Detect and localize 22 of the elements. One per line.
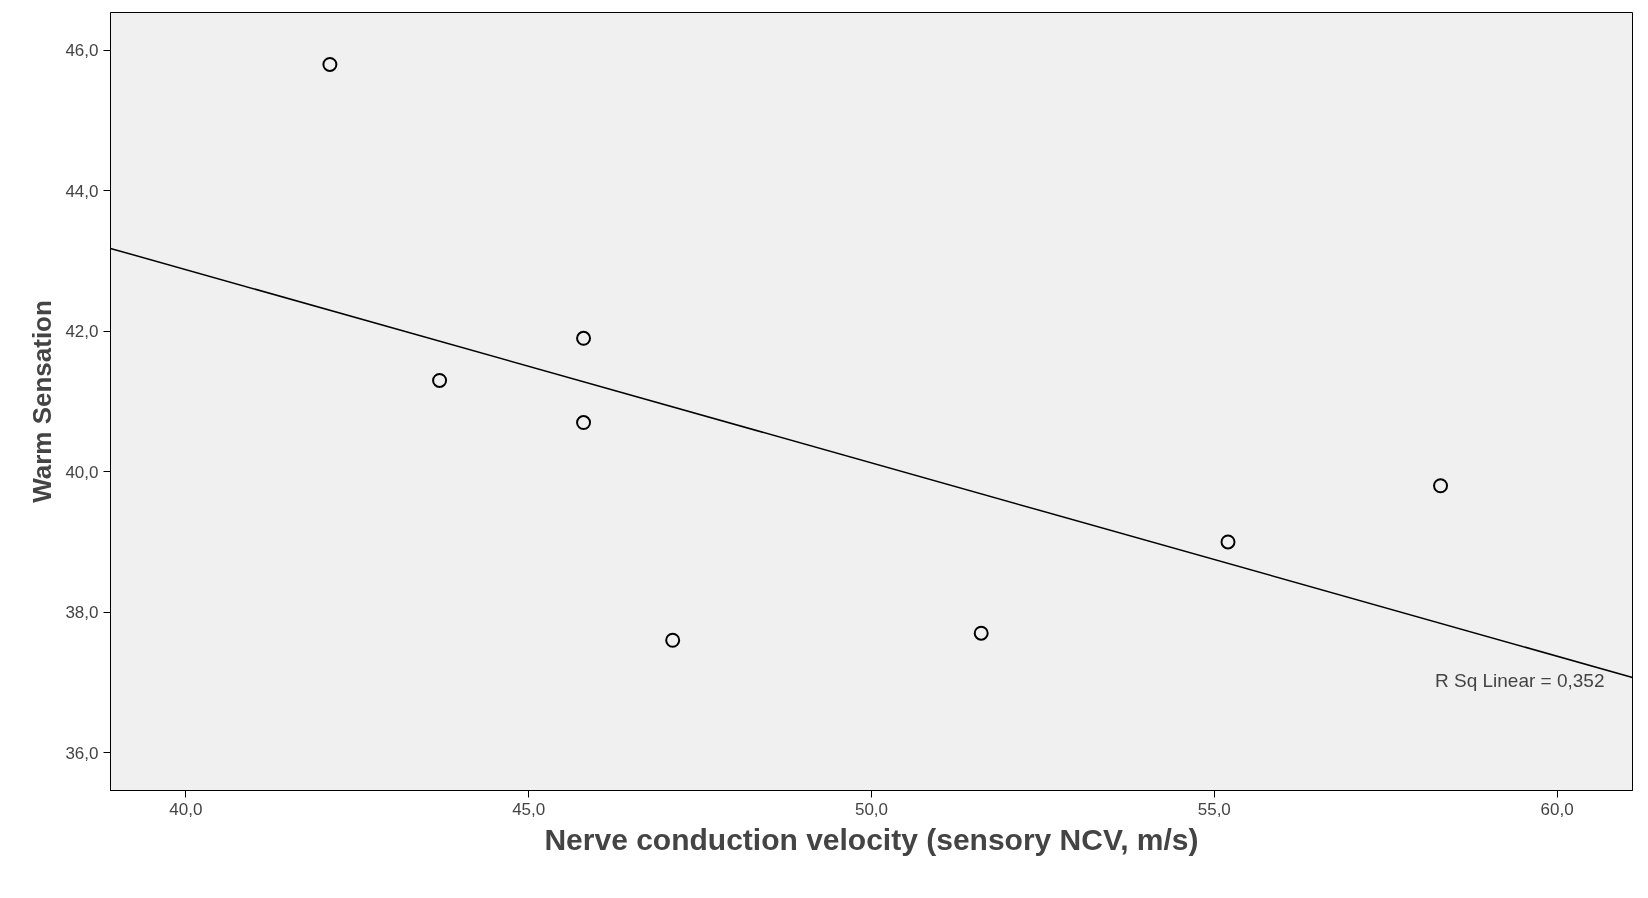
x-tick-label: 45,0 [512,799,546,819]
point [322,56,338,72]
y-tick-label: 44,0 [65,181,99,201]
y-tick-label: 42,0 [65,322,99,342]
y-tick-label: 38,0 [65,603,99,623]
y-tick-label: 36,0 [65,743,99,763]
x-tick-label: 40,0 [169,799,203,819]
x-tick-label: 55,0 [1197,799,1231,819]
annotation: R Sq Linear = 0,352 [1434,669,1605,691]
x-tick-label: 60,0 [1540,799,1574,819]
y-axis-title: Warm Sensation [27,300,58,503]
point [576,415,592,431]
x-axis-title: Nerve conduction velocity (sensory NCV, m/s) [544,822,1199,856]
point [432,372,448,388]
point [973,625,989,641]
y-tick-label: 46,0 [65,41,99,61]
x-tick-label: 50,0 [854,799,889,819]
point [665,632,681,648]
point [1220,534,1236,550]
point [576,330,592,346]
point [1433,478,1449,494]
y-tick-label: 40,0 [65,462,99,482]
